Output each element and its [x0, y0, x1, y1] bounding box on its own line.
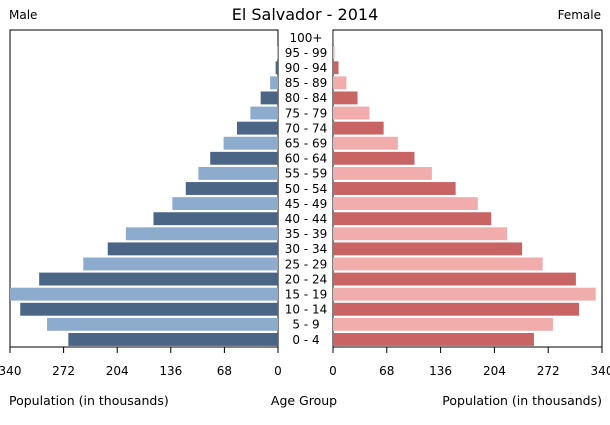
male-x-tick-label: 204	[106, 364, 129, 378]
male-bar-5-9	[47, 317, 278, 331]
male-bar-25-29	[83, 257, 279, 271]
age-group-label: 15 - 19	[285, 287, 328, 301]
male-bar-65-69	[223, 136, 278, 150]
female-x-tick-label: 340	[591, 364, 610, 378]
male-bar-20-24	[39, 272, 279, 286]
age-group-label: 25 - 29	[285, 257, 328, 271]
female-bar-30-34	[333, 242, 523, 256]
age-group-label: 70 - 74	[285, 121, 328, 135]
male-bar-40-44	[153, 212, 278, 226]
age-group-label: 50 - 54	[285, 182, 328, 196]
male-x-axis-label: Population (in thousands)	[9, 393, 169, 408]
female-x-tick-label: 0	[329, 364, 337, 378]
female-bar-20-24	[333, 272, 576, 286]
age-group-label: 55 - 59	[285, 167, 328, 181]
age-group-label: 5 - 9	[292, 318, 319, 332]
age-group-label: 40 - 44	[285, 212, 328, 226]
male-x-tick-label: 340	[0, 364, 21, 378]
female-bar-10-14	[333, 302, 580, 316]
male-bar-95-99	[277, 46, 278, 60]
female-bar-15-19	[333, 287, 596, 301]
male-x-tick-label: 136	[159, 364, 182, 378]
age-group-label: 100+	[290, 31, 323, 45]
female-bar-25-29	[333, 257, 543, 271]
female-x-tick-label: 204	[483, 364, 506, 378]
female-bar-55-59	[333, 166, 432, 180]
male-bar-80-84	[260, 91, 278, 105]
female-x-axis-label: Population (in thousands)	[442, 393, 602, 408]
age-group-label: 95 - 99	[285, 46, 328, 60]
female-bar-70-74	[333, 121, 384, 135]
male-bar-35-39	[125, 227, 278, 241]
female-bar-90-94	[333, 61, 339, 75]
age-group-label: 10 - 14	[285, 303, 328, 317]
male-bar-70-74	[237, 121, 278, 135]
male-side-label: Male	[9, 8, 38, 22]
chart-title: El Salvador - 2014	[231, 5, 379, 24]
age-group-label: 45 - 49	[285, 197, 328, 211]
male-bar-10-14	[20, 302, 278, 316]
male-bar-90-94	[275, 61, 278, 75]
female-bar-50-54	[333, 182, 456, 195]
age-group-label: 60 - 64	[285, 152, 328, 166]
male-bar-30-34	[107, 242, 278, 256]
age-group-label: 85 - 89	[285, 76, 328, 90]
female-bar-60-64	[333, 151, 415, 165]
female-bar-0-4	[333, 333, 534, 346]
male-bar-85-89	[270, 76, 278, 90]
female-x-tick-label: 136	[429, 364, 452, 378]
female-bar-40-44	[333, 212, 492, 226]
female-x-tick-label: 272	[537, 364, 560, 378]
age-group-label: 0 - 4	[292, 333, 319, 347]
female-bar-5-9	[333, 317, 553, 331]
age-group-label: Age Group	[270, 393, 338, 408]
male-x-tick-label: 68	[217, 364, 232, 378]
male-bar-50-54	[185, 182, 278, 195]
male-x-tick-label: 272	[52, 364, 75, 378]
age-group-label: 65 - 69	[285, 137, 328, 151]
male-x-tick-label: 0	[274, 364, 282, 378]
male-bar-15-19	[10, 287, 278, 301]
age-group-label: 90 - 94	[285, 61, 328, 75]
male-bar-45-49	[172, 197, 278, 211]
age-group-label: 35 - 39	[285, 227, 328, 241]
female-bar-75-79	[333, 106, 370, 120]
female-bar-65-69	[333, 136, 398, 150]
male-bar-75-79	[250, 106, 278, 120]
female-bar-80-84	[333, 91, 358, 105]
female-bar-100plus	[333, 31, 334, 44]
male-bar-60-64	[210, 151, 278, 165]
age-group-label: 80 - 84	[285, 91, 328, 105]
female-bar-85-89	[333, 76, 347, 90]
age-group-label: 30 - 34	[285, 242, 328, 256]
female-bar-35-39	[333, 227, 508, 241]
female-side-label: Female	[557, 8, 601, 22]
male-bar-0-4	[68, 333, 279, 346]
age-group-label: 75 - 79	[285, 106, 328, 120]
age-group-label: 20 - 24	[285, 272, 328, 286]
female-bar-95-99	[333, 46, 335, 60]
female-x-tick-label: 68	[379, 364, 394, 378]
female-bar-45-49	[333, 197, 478, 211]
male-bar-55-59	[198, 166, 278, 180]
